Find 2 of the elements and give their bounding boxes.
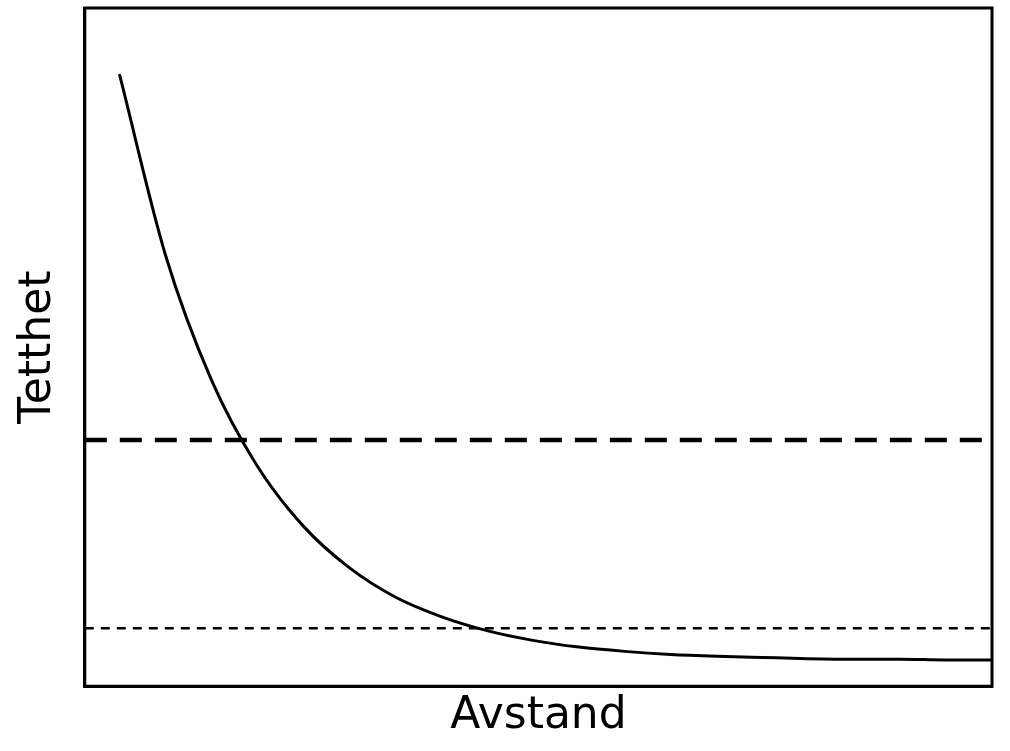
y-axis-title: Tetthet (8, 270, 60, 425)
x-axis-title: Avstand (450, 687, 627, 739)
